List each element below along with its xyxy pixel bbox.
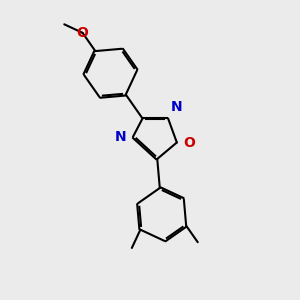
Text: N: N	[115, 130, 127, 144]
Text: O: O	[183, 136, 195, 149]
Text: N: N	[171, 100, 182, 114]
Text: O: O	[76, 26, 88, 40]
